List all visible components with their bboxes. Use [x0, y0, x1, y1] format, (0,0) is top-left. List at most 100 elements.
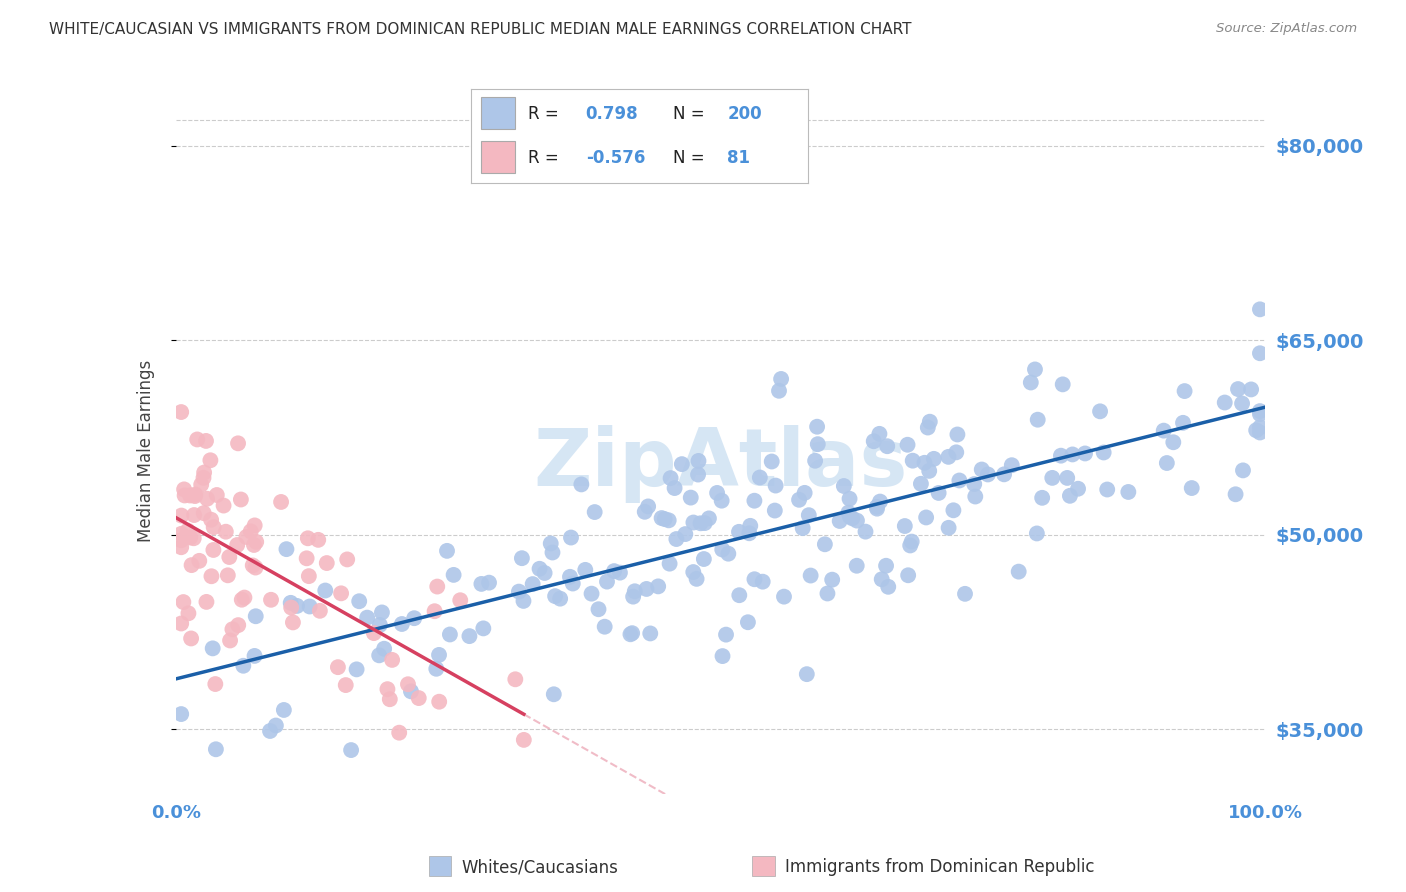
Point: [381, 653, 404, 667]
Point: [186, 433, 208, 447]
Point: [665, 532, 688, 546]
Point: [544, 589, 567, 603]
Point: [569, 477, 592, 491]
Point: [368, 618, 391, 632]
Point: [233, 591, 256, 605]
Point: [965, 490, 987, 504]
Point: [623, 584, 645, 599]
Point: [953, 587, 976, 601]
Point: [658, 557, 681, 571]
Point: [728, 588, 751, 602]
Point: [619, 627, 641, 641]
Point: [183, 508, 205, 522]
Point: [356, 610, 378, 624]
Point: [543, 687, 565, 701]
Point: [765, 478, 787, 492]
Point: [993, 467, 1015, 482]
Point: [807, 437, 830, 451]
Point: [1067, 482, 1090, 496]
Point: [1024, 362, 1046, 376]
Point: [1232, 463, 1254, 477]
Point: [561, 576, 583, 591]
Point: [508, 584, 530, 599]
Point: [408, 691, 430, 706]
Text: -0.576: -0.576: [586, 149, 645, 167]
Point: [832, 479, 855, 493]
Point: [1019, 376, 1042, 390]
Point: [846, 514, 869, 528]
Point: [264, 718, 287, 732]
Point: [190, 477, 212, 491]
Point: [205, 742, 228, 756]
Point: [728, 524, 751, 539]
Point: [404, 611, 426, 625]
Point: [654, 512, 676, 526]
Point: [193, 506, 215, 520]
Point: [335, 678, 357, 692]
Point: [693, 552, 716, 566]
Point: [180, 632, 202, 646]
Point: [636, 582, 658, 596]
Point: [204, 677, 226, 691]
Point: [285, 599, 308, 613]
Point: [295, 551, 318, 566]
Text: 200: 200: [727, 104, 762, 122]
Point: [894, 519, 917, 533]
Point: [1181, 481, 1204, 495]
Point: [938, 521, 960, 535]
Text: R =: R =: [529, 104, 560, 122]
Point: [651, 511, 673, 525]
Point: [195, 595, 218, 609]
Point: [200, 513, 222, 527]
Y-axis label: Median Male Earnings: Median Male Earnings: [136, 359, 155, 541]
Point: [682, 565, 704, 579]
Point: [280, 596, 302, 610]
Point: [1249, 407, 1271, 421]
Point: [309, 604, 332, 618]
Point: [1163, 435, 1185, 450]
Point: [914, 456, 936, 470]
Point: [1249, 404, 1271, 418]
Point: [193, 466, 215, 480]
Point: [737, 615, 759, 630]
Point: [243, 648, 266, 663]
Point: [1026, 413, 1049, 427]
Point: [963, 477, 986, 491]
Point: [877, 580, 900, 594]
Point: [1050, 449, 1073, 463]
Point: [621, 626, 644, 640]
Point: [436, 544, 458, 558]
Point: [276, 542, 298, 557]
Point: [548, 591, 571, 606]
Point: [1031, 491, 1053, 505]
Point: [363, 626, 385, 640]
Point: [202, 520, 225, 534]
Point: [977, 467, 1000, 482]
Point: [425, 662, 447, 676]
Point: [697, 511, 720, 525]
Point: [763, 503, 786, 517]
Point: [243, 518, 266, 533]
Point: [396, 677, 419, 691]
Point: [368, 648, 391, 663]
Point: [314, 583, 336, 598]
Point: [346, 662, 368, 676]
Point: [711, 649, 734, 664]
Point: [1025, 526, 1047, 541]
Point: [1008, 565, 1031, 579]
Point: [245, 534, 267, 549]
Point: [659, 471, 682, 485]
Point: [170, 707, 193, 722]
Point: [212, 499, 235, 513]
Point: [297, 531, 319, 545]
Point: [634, 505, 657, 519]
Point: [1227, 382, 1250, 396]
Point: [280, 600, 302, 615]
Point: [706, 486, 728, 500]
Point: [744, 493, 766, 508]
Point: [609, 566, 631, 580]
Point: [371, 606, 394, 620]
Point: [838, 491, 860, 506]
Point: [693, 516, 716, 530]
Point: [205, 488, 228, 502]
